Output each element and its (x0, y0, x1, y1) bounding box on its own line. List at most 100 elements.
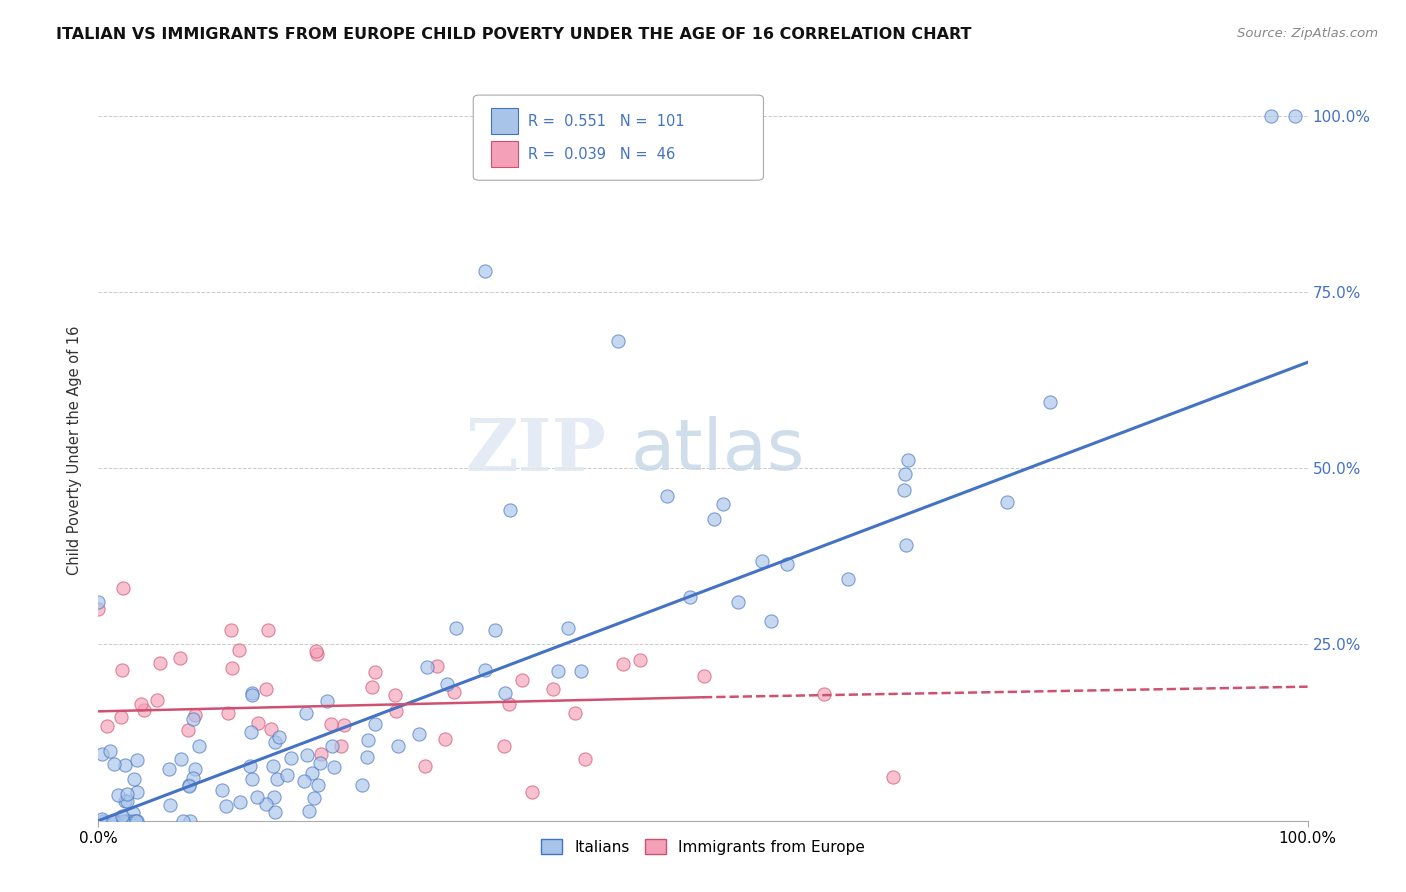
Point (1284, 109, 1306, 123)
Point (179, 814, 201, 828)
FancyBboxPatch shape (474, 95, 763, 180)
Point (169, 651, 191, 665)
Point (474, 663, 496, 677)
Point (426, 658, 449, 673)
Point (484, 624, 506, 638)
Point (416, 660, 439, 674)
Point (240, 686, 263, 700)
Point (115, 794, 138, 808)
Point (240, 772, 263, 786)
Point (111, 663, 134, 677)
Point (101, 814, 124, 828)
Text: ITALIAN VS IMMIGRANTS FROM EUROPE CHILD POVERTY UNDER THE AGE OF 16 CORRELATION : ITALIAN VS IMMIGRANTS FROM EUROPE CHILD … (56, 27, 972, 42)
Point (87, 595, 110, 609)
Point (444, 621, 467, 635)
Point (607, 334, 630, 348)
Point (254, 797, 277, 811)
Point (547, 664, 569, 678)
Point (181, 712, 204, 726)
Point (96, 719, 118, 733)
Point (184, 707, 207, 722)
Point (384, 705, 406, 719)
Point (356, 750, 378, 764)
Point (228, 642, 250, 657)
Point (897, 452, 920, 467)
Point (492, 739, 515, 753)
Point (91, 747, 114, 761)
Point (443, 684, 465, 698)
Point (229, 796, 252, 810)
Point (239, 759, 262, 773)
Point (101, 814, 124, 828)
Point (87, 602, 110, 616)
Point (679, 591, 702, 605)
Point (612, 657, 634, 671)
Point (813, 687, 835, 701)
Point (115, 814, 138, 828)
Point (557, 621, 579, 635)
Point (125, 814, 148, 828)
Point (127, 785, 149, 799)
Point (280, 751, 302, 765)
Point (1260, 109, 1282, 123)
Point (761, 614, 783, 628)
Point (263, 805, 285, 819)
Point (103, 756, 125, 771)
Point (304, 791, 326, 805)
Point (157, 762, 180, 776)
Point (333, 718, 356, 732)
Point (323, 760, 346, 774)
Point (520, 785, 543, 799)
Text: atlas: atlas (630, 416, 804, 485)
FancyBboxPatch shape (492, 141, 517, 167)
Point (433, 731, 456, 746)
Point (628, 653, 651, 667)
Point (107, 789, 129, 803)
Point (91, 814, 114, 828)
Point (307, 778, 329, 792)
Point (254, 681, 277, 696)
Point (114, 794, 136, 808)
Point (114, 758, 136, 772)
Point (494, 686, 516, 700)
Point (727, 595, 749, 609)
Point (110, 710, 132, 724)
Point (1039, 395, 1062, 409)
Point (305, 644, 328, 658)
Point (298, 805, 321, 819)
Point (357, 733, 380, 747)
Point (295, 747, 318, 762)
Point (211, 783, 233, 797)
Point (269, 730, 291, 744)
Point (263, 790, 285, 805)
Point (256, 624, 278, 638)
Point (148, 656, 170, 670)
Point (655, 489, 678, 503)
Point (413, 759, 436, 773)
Point (104, 814, 127, 828)
Point (330, 739, 353, 753)
Point (260, 723, 283, 737)
Point (117, 787, 139, 801)
Point (837, 572, 859, 586)
Point (177, 723, 200, 738)
Point (159, 798, 181, 813)
Point (776, 557, 799, 571)
Text: R =  0.551   N =  101: R = 0.551 N = 101 (527, 114, 685, 129)
Point (474, 263, 496, 277)
Point (384, 688, 406, 702)
Point (361, 681, 384, 695)
Point (574, 751, 596, 765)
Point (308, 756, 330, 770)
Text: R =  0.039   N =  46: R = 0.039 N = 46 (527, 147, 675, 161)
Point (177, 779, 200, 793)
FancyBboxPatch shape (492, 109, 517, 135)
Point (703, 512, 725, 526)
Point (564, 706, 586, 721)
Point (90, 812, 112, 826)
Point (387, 739, 409, 754)
Point (896, 538, 918, 552)
Point (693, 669, 716, 683)
Point (294, 706, 316, 721)
Point (125, 814, 148, 828)
